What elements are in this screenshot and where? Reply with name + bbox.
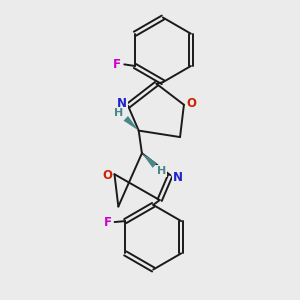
Text: H: H xyxy=(114,107,123,118)
Text: N: N xyxy=(117,97,127,110)
Text: N: N xyxy=(172,171,182,184)
Text: H: H xyxy=(157,166,167,176)
Polygon shape xyxy=(124,116,139,130)
Text: F: F xyxy=(113,58,121,71)
Text: O: O xyxy=(186,97,196,110)
Text: F: F xyxy=(103,215,112,229)
Text: O: O xyxy=(102,169,112,182)
Polygon shape xyxy=(142,153,157,168)
